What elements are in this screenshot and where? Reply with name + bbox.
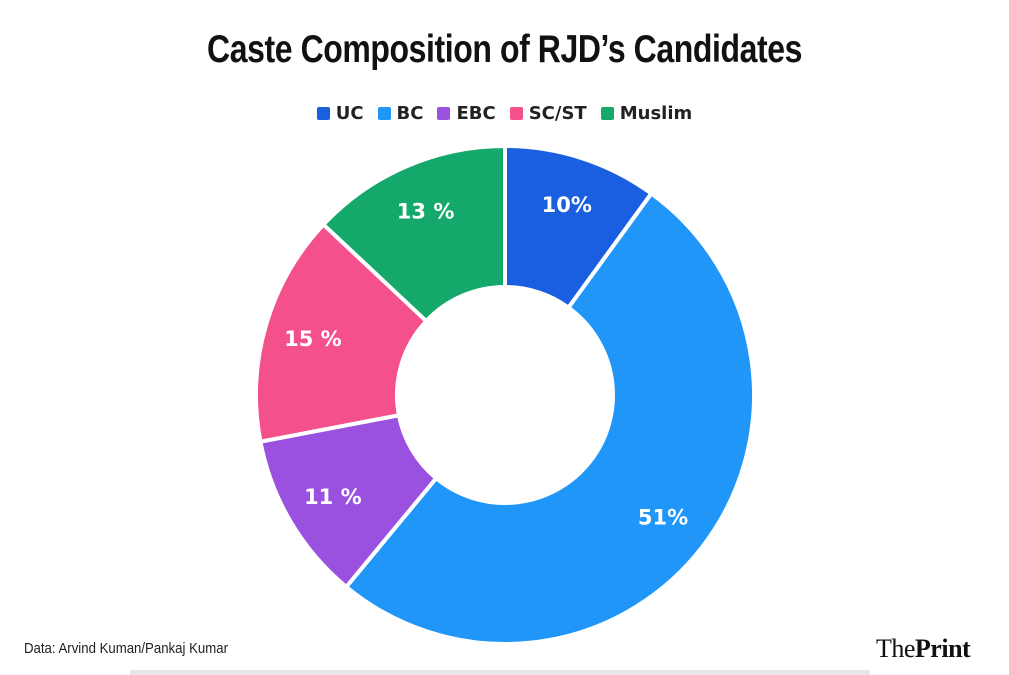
brand-logo-print: Print [914, 634, 971, 663]
legend-swatch-bc [377, 107, 391, 120]
legend-item-muslim: Muslim [600, 103, 693, 124]
legend-item-bc: BC [377, 103, 424, 124]
slice-label-ebc: 11 % [304, 485, 362, 509]
legend-label-uc: UC [335, 103, 364, 124]
brand-logo-the: The [876, 634, 915, 663]
legend-swatch-scst [509, 107, 523, 120]
source-note: Data: Arvind Kuman/Pankaj Kumar [24, 640, 228, 657]
legend-item-uc: UC [316, 103, 364, 124]
legend-swatch-muslim [600, 107, 614, 120]
legend-swatch-ebc [437, 107, 451, 120]
slice-label-bc: 51% [638, 506, 688, 530]
slice-scst [254, 222, 429, 444]
legend-label-muslim: Muslim [619, 103, 693, 124]
slice-bc [344, 191, 756, 646]
slice-muslim [321, 144, 507, 324]
legend-item-ebc: EBC [437, 103, 496, 124]
slice-label-uc: 10% [542, 193, 592, 217]
footer-divider [130, 670, 870, 675]
slice-label-scst: 15 % [284, 327, 342, 351]
legend-label-bc: BC [396, 103, 424, 124]
legend-label-ebc: EBC [456, 103, 496, 124]
chart-legend: UC BC EBC SC/ST Muslim [0, 103, 1009, 124]
legend-label-scst: SC/ST [528, 103, 587, 124]
chart-title: Caste Composition of RJD’s Candidates [207, 28, 802, 71]
slice-ebc [258, 413, 439, 589]
slice-label-muslim: 13 % [397, 199, 455, 223]
legend-item-scst: SC/ST [509, 103, 587, 124]
brand-logo: ThePrint [876, 634, 971, 664]
legend-swatch-uc [316, 107, 330, 120]
